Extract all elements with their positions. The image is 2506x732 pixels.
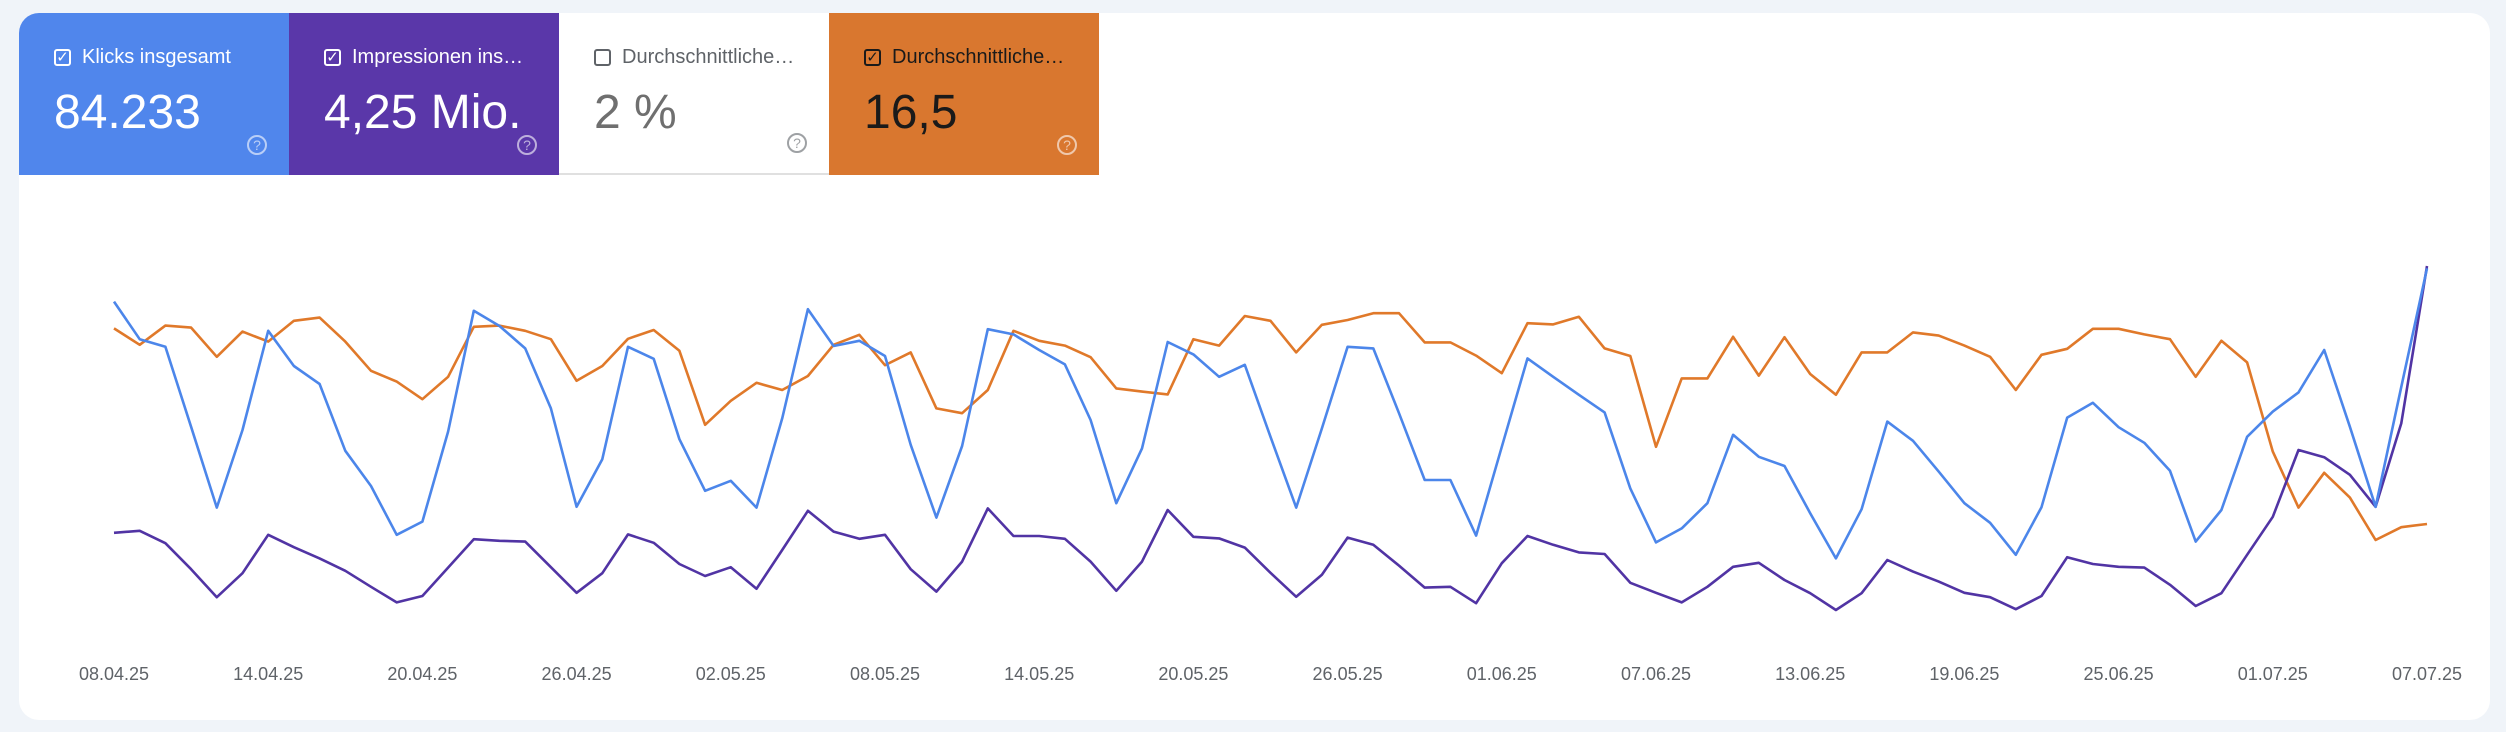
x-tick-label: 01.06.25	[1467, 664, 1537, 684]
tile-average-position[interactable]: ✓ Durchschnittliche… 16,5 ?	[829, 13, 1099, 175]
question-circle-icon[interactable]: ?	[787, 133, 807, 153]
x-tick-label: 14.04.25	[233, 664, 303, 684]
tile-total-impressions[interactable]: ✓ Impressionen ins… 4,25 Mio. ?	[289, 13, 559, 175]
question-circle-icon[interactable]: ?	[517, 135, 537, 155]
checkbox-checked-icon[interactable]: ✓	[54, 49, 71, 66]
checkbox-checked-icon[interactable]: ✓	[324, 49, 341, 66]
x-tick-label: 08.05.25	[850, 664, 920, 684]
performance-card: ✓ Klicks insgesamt 84.233 ? ✓ Impression…	[19, 13, 2490, 720]
x-tick-label: 07.07.25	[2392, 664, 2462, 684]
x-tick-label: 25.06.25	[2084, 664, 2154, 684]
question-circle-icon[interactable]: ?	[247, 135, 267, 155]
x-tick-label: 26.05.25	[1313, 664, 1383, 684]
x-tick-label: 02.05.25	[696, 664, 766, 684]
x-tick-label: 08.04.25	[79, 664, 149, 684]
checkbox-unchecked-icon[interactable]	[594, 49, 611, 66]
checkbox-checked-icon[interactable]: ✓	[864, 49, 881, 66]
tile-value: 4,25 Mio.	[324, 86, 522, 139]
x-tick-label: 20.05.25	[1158, 664, 1228, 684]
series-line-1	[113, 265, 2429, 612]
tile-value: 84.233	[54, 86, 201, 139]
tile-label: Klicks insgesamt	[82, 46, 231, 68]
series-line-2	[112, 268, 2429, 560]
tile-total-clicks[interactable]: ✓ Klicks insgesamt 84.233 ?	[19, 13, 289, 175]
x-tick-label: 07.06.25	[1621, 664, 1691, 684]
tile-label: Durchschnittliche…	[892, 46, 1065, 68]
x-tick-label: 19.06.25	[1929, 664, 1999, 684]
tile-average-ctr[interactable]: Durchschnittliche… 2 % ?	[559, 13, 829, 175]
x-tick-label: 20.04.25	[387, 664, 457, 684]
tile-value: 16,5	[864, 86, 958, 139]
tile-value: 2 %	[594, 86, 677, 139]
series-line-0	[113, 311, 2428, 542]
x-tick-label: 14.05.25	[1004, 664, 1074, 684]
x-tick-label: 13.06.25	[1775, 664, 1845, 684]
tile-label: Durchschnittliche…	[622, 46, 795, 68]
x-tick-label: 01.07.25	[2238, 664, 2308, 684]
x-tick-label: 26.04.25	[542, 664, 612, 684]
tile-label: Impressionen ins…	[352, 46, 524, 68]
metric-tiles: ✓ Klicks insgesamt 84.233 ? ✓ Impression…	[19, 13, 1099, 175]
question-circle-icon[interactable]: ?	[1057, 135, 1077, 155]
